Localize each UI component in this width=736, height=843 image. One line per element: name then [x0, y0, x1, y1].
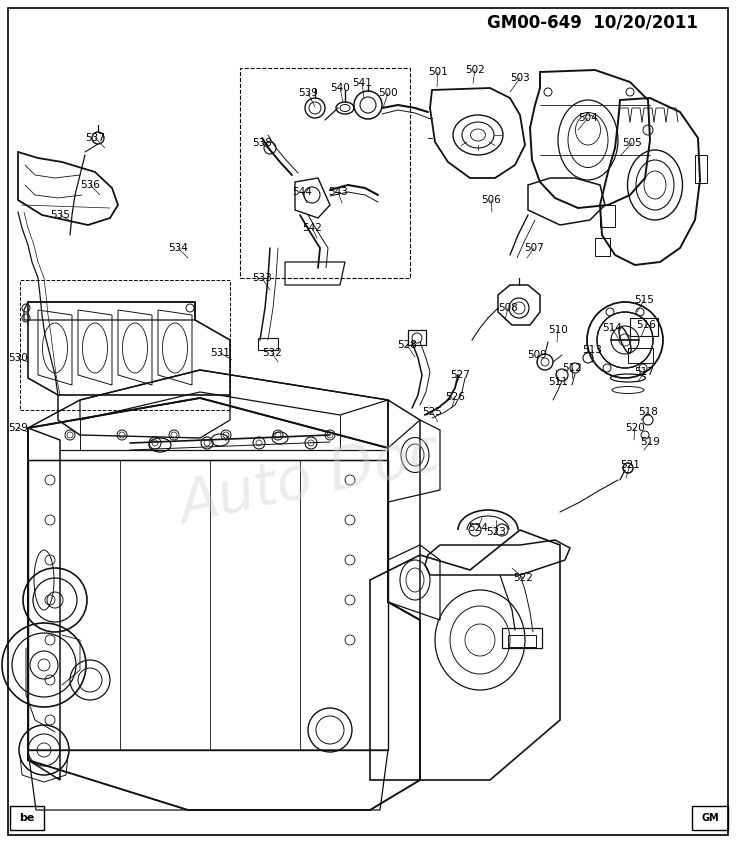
Text: 518: 518: [638, 407, 658, 417]
Text: 521: 521: [620, 460, 640, 470]
Bar: [240, 68, 410, 278]
Text: 504: 504: [578, 113, 598, 123]
Text: 535: 535: [50, 210, 70, 220]
Bar: [600, 205, 615, 227]
Text: 516: 516: [636, 320, 656, 330]
Text: 544: 544: [292, 187, 312, 197]
Text: 508: 508: [498, 303, 518, 313]
Text: 519: 519: [640, 437, 660, 447]
Bar: [595, 238, 610, 256]
Text: 525: 525: [422, 407, 442, 417]
Text: 531: 531: [210, 348, 230, 358]
Circle shape: [38, 659, 50, 671]
Text: 523: 523: [486, 527, 506, 537]
Text: 514: 514: [602, 323, 622, 333]
Text: 524: 524: [468, 523, 488, 533]
Text: 536: 536: [80, 180, 100, 190]
Bar: [258, 338, 278, 350]
Text: GM00-649  10/20/2011: GM00-649 10/20/2011: [486, 13, 698, 31]
Text: be: be: [19, 813, 35, 823]
Text: 507: 507: [524, 243, 544, 253]
Text: 501: 501: [428, 67, 448, 77]
Bar: [28, 460, 388, 750]
Text: 542: 542: [302, 223, 322, 233]
Text: 512: 512: [562, 363, 582, 373]
Bar: [692, 806, 728, 830]
Text: 522: 522: [513, 573, 533, 583]
Text: 513: 513: [582, 345, 602, 355]
Text: 527: 527: [450, 370, 470, 380]
Text: 532: 532: [262, 348, 282, 358]
Text: 540: 540: [330, 83, 350, 93]
Text: 543: 543: [328, 187, 348, 197]
Text: 530: 530: [8, 353, 28, 363]
Text: 515: 515: [634, 295, 654, 305]
Text: 541: 541: [352, 78, 372, 88]
Text: 520: 520: [625, 423, 645, 433]
Text: 510: 510: [548, 325, 568, 335]
Text: GM: GM: [701, 813, 719, 823]
Text: 506: 506: [481, 195, 501, 205]
Text: 538: 538: [252, 138, 272, 148]
Bar: [508, 635, 536, 647]
Text: 528: 528: [397, 340, 417, 350]
Text: 500: 500: [378, 88, 398, 98]
Text: 511: 511: [548, 377, 568, 387]
Text: 505: 505: [622, 138, 642, 148]
Circle shape: [619, 334, 631, 346]
Text: 503: 503: [510, 73, 530, 83]
Text: 534: 534: [168, 243, 188, 253]
Text: 533: 533: [252, 273, 272, 283]
Text: 502: 502: [465, 65, 485, 75]
Circle shape: [541, 358, 549, 366]
Bar: [408, 330, 426, 345]
Bar: [695, 155, 707, 183]
Bar: [10, 806, 44, 830]
Text: 526: 526: [445, 392, 465, 402]
Text: Auto Doc: Auto Doc: [174, 424, 447, 535]
Bar: [20, 280, 230, 410]
Text: 539: 539: [298, 88, 318, 98]
Text: 509: 509: [527, 350, 547, 360]
Text: 517: 517: [634, 367, 654, 377]
Text: 537: 537: [85, 133, 105, 143]
Bar: [628, 348, 653, 363]
Bar: [502, 628, 542, 648]
Bar: [630, 318, 658, 336]
Text: 529: 529: [8, 423, 28, 433]
